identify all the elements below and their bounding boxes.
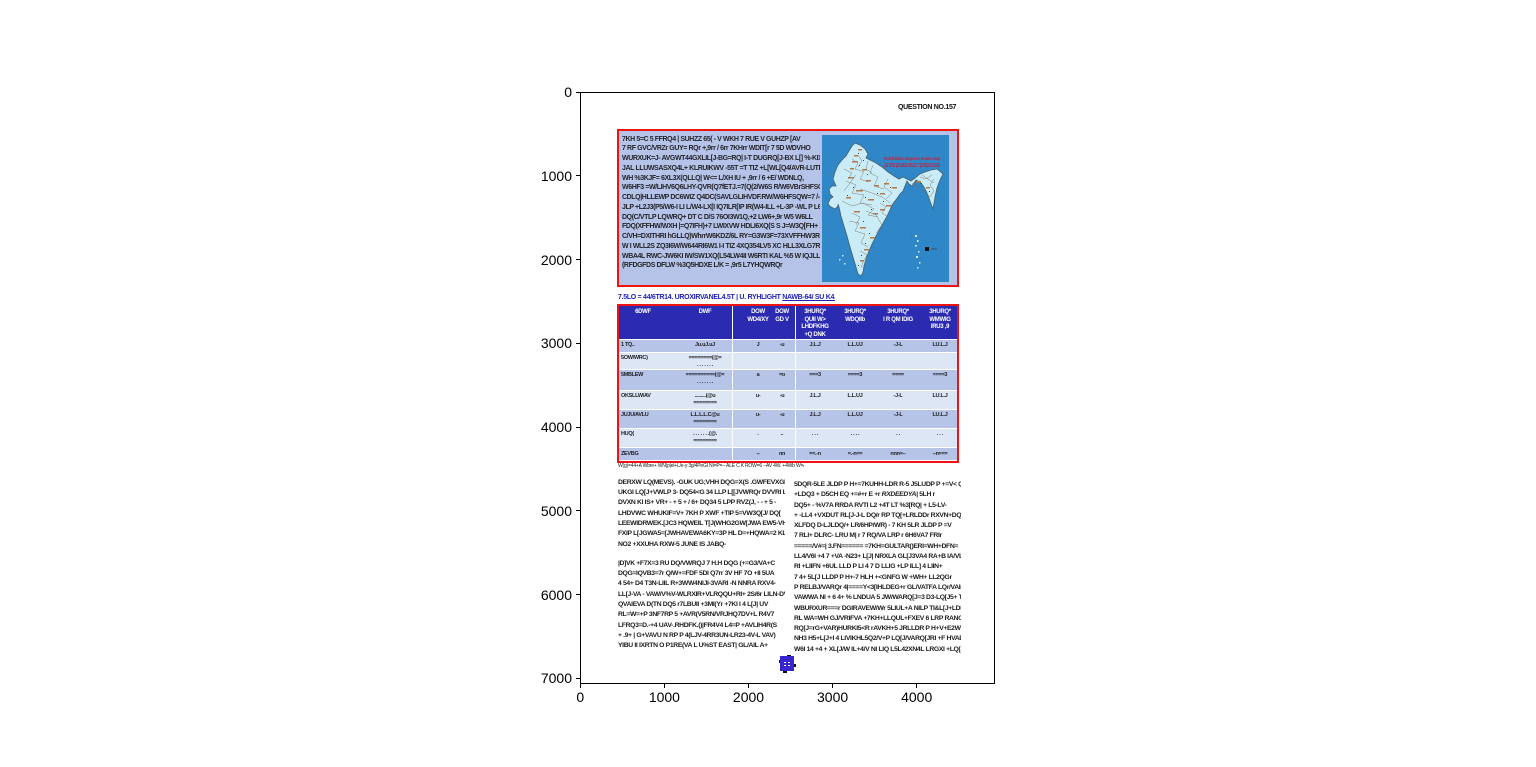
svg-text::·: :·	[910, 241, 912, 245]
svg-text:··: ··	[910, 231, 912, 235]
svg-text:·:: ·:	[910, 236, 912, 240]
svg-text:Rail Ribbon Express Route map: Rail Ribbon Express Route map	[884, 156, 940, 161]
svg-text:ya din pradarshan : pidiya nah: ya din pradarshan : pidiya nahi	[884, 163, 940, 168]
svg-text:··: ··	[910, 246, 912, 250]
